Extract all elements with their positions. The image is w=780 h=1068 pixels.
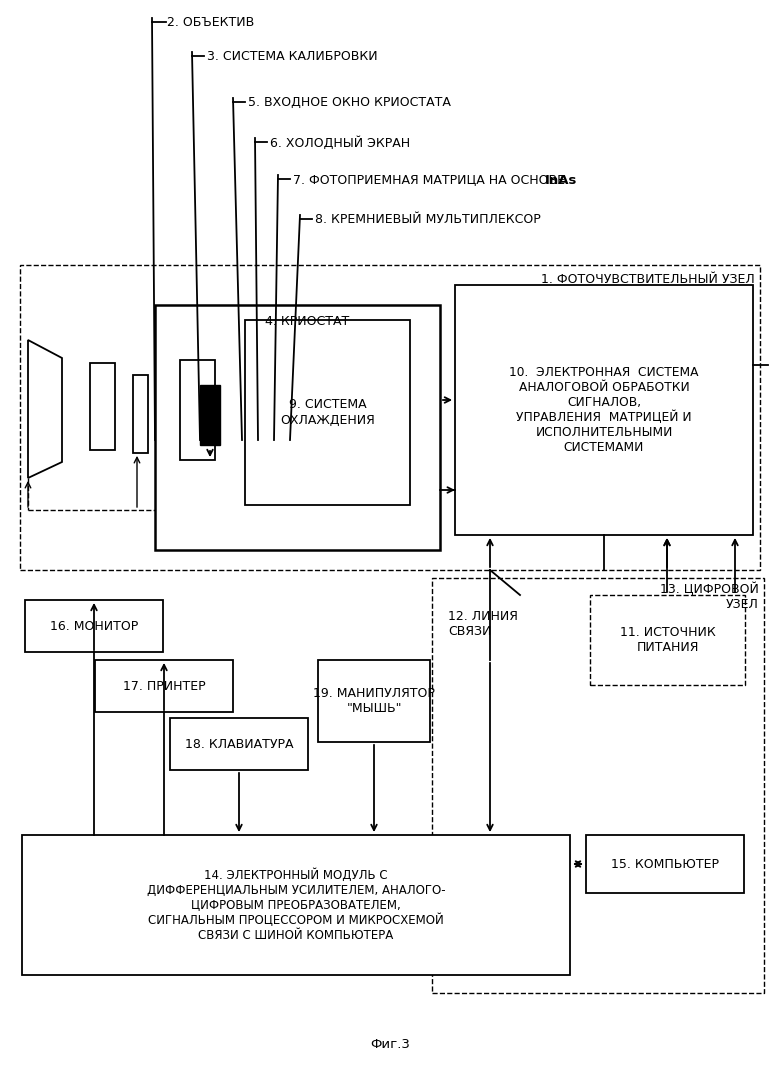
Text: 1. ФОТОЧУВСТВИТЕЛЬНЫЙ УЗЕЛ: 1. ФОТОЧУВСТВИТЕЛЬНЫЙ УЗЕЛ (541, 273, 755, 286)
Bar (25, 600, 163, 651)
Text: 18. КЛАВИАТУРА: 18. КЛАВИАТУРА (185, 738, 293, 751)
Text: InAs: InAs (545, 174, 577, 187)
Bar (590, 595, 745, 685)
Bar (455, 285, 753, 535)
Text: 14. ЭЛЕКТРОННЫЙ МОДУЛЬ С
ДИФФЕРЕНЦИАЛЬНЫМ УСИЛИТЕЛЕМ, АНАЛОГО-
ЦИФРОВЫМ ПРЕОБРАЗ: 14. ЭЛЕКТРОННЫЙ МОДУЛЬ С ДИФФЕРЕНЦИАЛЬНЫ… (147, 868, 445, 942)
Text: 8. КРЕМНИЕВЫЙ МУЛЬТИПЛЕКСОР: 8. КРЕМНИЕВЫЙ МУЛЬТИПЛЕКСОР (315, 213, 541, 226)
Text: 17. ПРИНТЕР: 17. ПРИНТЕР (122, 679, 205, 692)
Text: 3. СИСТЕМА КАЛИБРОВКИ: 3. СИСТЕМА КАЛИБРОВКИ (207, 50, 378, 63)
Text: 4. КРИОСТАТ: 4. КРИОСТАТ (265, 315, 349, 328)
Text: 6. ХОЛОДНЫЙ ЭКРАН: 6. ХОЛОДНЫЙ ЭКРАН (270, 136, 410, 150)
Bar (200, 384, 220, 445)
Text: 19. МАНИПУЛЯТОР
"МЫШЬ": 19. МАНИПУЛЯТОР "МЫШЬ" (313, 687, 435, 714)
Bar (20, 265, 760, 570)
Bar (133, 375, 148, 453)
Bar (432, 578, 764, 993)
Text: 9. СИСТЕМА
ОХЛАЖДЕНИЯ: 9. СИСТЕМА ОХЛАЖДЕНИЯ (280, 398, 375, 426)
Bar (586, 835, 744, 893)
Text: 5. ВХОДНОЕ ОКНО КРИОСТАТА: 5. ВХОДНОЕ ОКНО КРИОСТАТА (248, 96, 451, 109)
Bar (155, 305, 440, 550)
Bar (180, 360, 215, 460)
Polygon shape (28, 340, 62, 478)
Text: 11. ИСТОЧНИК
ПИТАНИЯ: 11. ИСТОЧНИК ПИТАНИЯ (619, 626, 715, 654)
Bar (245, 320, 410, 505)
Text: 16. МОНИТОР: 16. МОНИТОР (50, 619, 138, 632)
Text: 7. ФОТОПРИЕМНАЯ МАТРИЦА НА ОСНОВЕ: 7. ФОТОПРИЕМНАЯ МАТРИЦА НА ОСНОВЕ (293, 173, 569, 186)
Text: 12. ЛИНИЯ
СВЯЗИ: 12. ЛИНИЯ СВЯЗИ (448, 610, 518, 638)
Text: 10.  ЭЛЕКТРОННАЯ  СИСТЕМА
АНАЛОГОВОЙ ОБРАБОТКИ
СИГНАЛОВ,
УПРАВЛЕНИЯ  МАТРИЦЕЙ И
: 10. ЭЛЕКТРОННАЯ СИСТЕМА АНАЛОГОВОЙ ОБРАБ… (509, 365, 699, 454)
Text: 15. КОМПЬЮТЕР: 15. КОМПЬЮТЕР (611, 858, 719, 870)
Text: 13. ЦИФРОВОЙ
УЗЕЛ: 13. ЦИФРОВОЙ УЗЕЛ (660, 583, 759, 612)
Bar (318, 660, 430, 742)
Bar (170, 718, 308, 770)
Text: 2. ОБЪЕКТИВ: 2. ОБЪЕКТИВ (167, 16, 254, 29)
Bar (22, 835, 570, 975)
Text: Фиг.3: Фиг.3 (370, 1038, 410, 1052)
Bar (90, 363, 115, 450)
Bar (95, 660, 233, 712)
